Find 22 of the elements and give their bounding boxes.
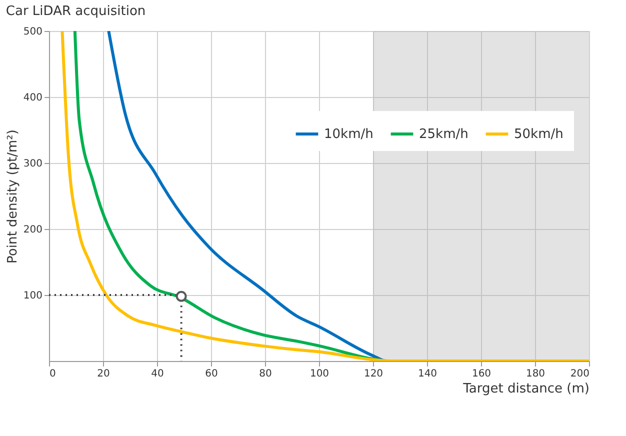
x-tick-label: 20: [97, 368, 110, 380]
legend-label: 25km/h: [419, 127, 468, 142]
y-tick-label: 500: [23, 26, 42, 38]
x-tick-label: 120: [364, 368, 384, 380]
x-tick-label: 200: [570, 368, 590, 380]
chart-title: Car LiDAR acquisition: [6, 4, 146, 19]
x-tick-label: 60: [205, 368, 218, 380]
x-tick-label: 40: [151, 368, 164, 380]
y-tick-label: 100: [23, 290, 42, 302]
legend-label: 10km/h: [324, 127, 374, 142]
y-tick-label: 200: [23, 224, 42, 236]
y-tick-label: 300: [23, 158, 42, 170]
legend-label: 50km/h: [514, 127, 564, 142]
y-axis-title: Point density (pt/m²): [5, 130, 20, 264]
x-axis-title: Target distance (m): [462, 382, 590, 396]
x-tick-label: 0: [50, 368, 56, 380]
x-tick-label: 160: [472, 368, 492, 380]
x-tick-label: 80: [259, 368, 272, 380]
x-tick-label: 140: [418, 368, 438, 380]
y-tick-label: 400: [23, 92, 42, 104]
x-tick-label: 180: [526, 368, 546, 380]
x-tick-label: 100: [310, 368, 330, 380]
